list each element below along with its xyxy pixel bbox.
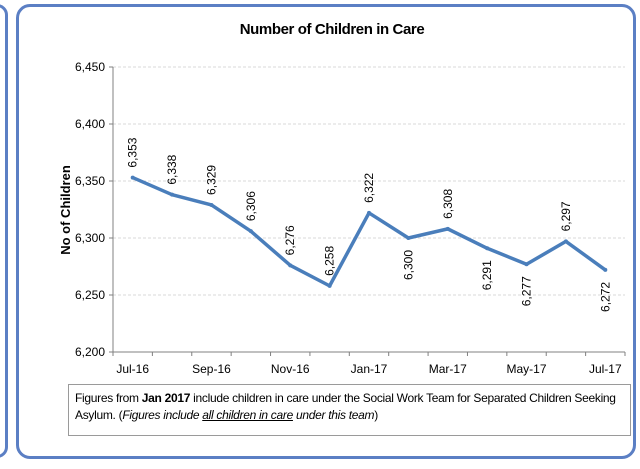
chart-title: Number of Children in Care (240, 21, 425, 38)
x-tick-label: May-17 (507, 362, 547, 376)
data-point (524, 262, 529, 267)
data-label: 6,300 (401, 250, 415, 280)
data-label: 6,272 (598, 282, 612, 312)
data-label: 6,338 (165, 154, 179, 184)
data-point (603, 267, 608, 272)
footnote-text: Figures from (75, 391, 142, 405)
data-point (170, 192, 175, 197)
data-point (248, 229, 253, 234)
data-label: 6,277 (520, 276, 534, 306)
x-tick-label: Sep-16 (192, 362, 231, 376)
x-tick-label: Jul-17 (589, 362, 622, 376)
data-point (445, 226, 450, 231)
data-point (288, 263, 293, 268)
x-tick-label: Nov-16 (271, 362, 310, 376)
y-tick-label: 6,250 (75, 288, 105, 302)
data-label: 6,306 (244, 191, 258, 221)
data-label: 6,297 (559, 201, 573, 231)
footnote-bold-date: Jan 2017 (141, 391, 191, 405)
data-label: 6,308 (441, 189, 455, 219)
y-tick-label: 6,450 (75, 60, 105, 74)
data-point (485, 246, 490, 251)
footnote-italic: Figures include (122, 408, 203, 422)
data-label: 6,353 (126, 137, 140, 167)
x-tick-label: Mar-17 (429, 362, 467, 376)
y-axis-label: No of Children (58, 165, 73, 255)
data-label: 6,322 (362, 173, 376, 203)
data-point (130, 175, 135, 180)
data-point (209, 202, 214, 207)
chart-footnote: Figures from Jan 2017 include children i… (68, 384, 631, 436)
data-label: 6,291 (480, 260, 494, 290)
footnote-underline: all children in care (202, 408, 293, 422)
chart-panel-frame (16, 4, 636, 459)
data-point (327, 283, 332, 288)
x-tick-label: Jul-16 (116, 362, 149, 376)
y-tick-label: 6,300 (75, 231, 105, 245)
data-point (406, 236, 411, 240)
x-tick-label: Jan-17 (351, 362, 388, 376)
footnote-text-cont: include children in care under the Socia… (75, 391, 616, 422)
footnote-close: ) (374, 408, 378, 422)
data-label: 6,329 (204, 165, 218, 195)
y-tick-label: 6,400 (75, 117, 105, 131)
data-point (563, 239, 568, 244)
data-label: 6,258 (323, 246, 337, 276)
y-tick-label: 6,200 (75, 345, 105, 359)
data-label: 6,276 (283, 225, 297, 255)
footnote-italic-end: under this team (292, 408, 375, 422)
data-point (367, 210, 371, 215)
y-tick-label: 6,350 (75, 174, 105, 188)
